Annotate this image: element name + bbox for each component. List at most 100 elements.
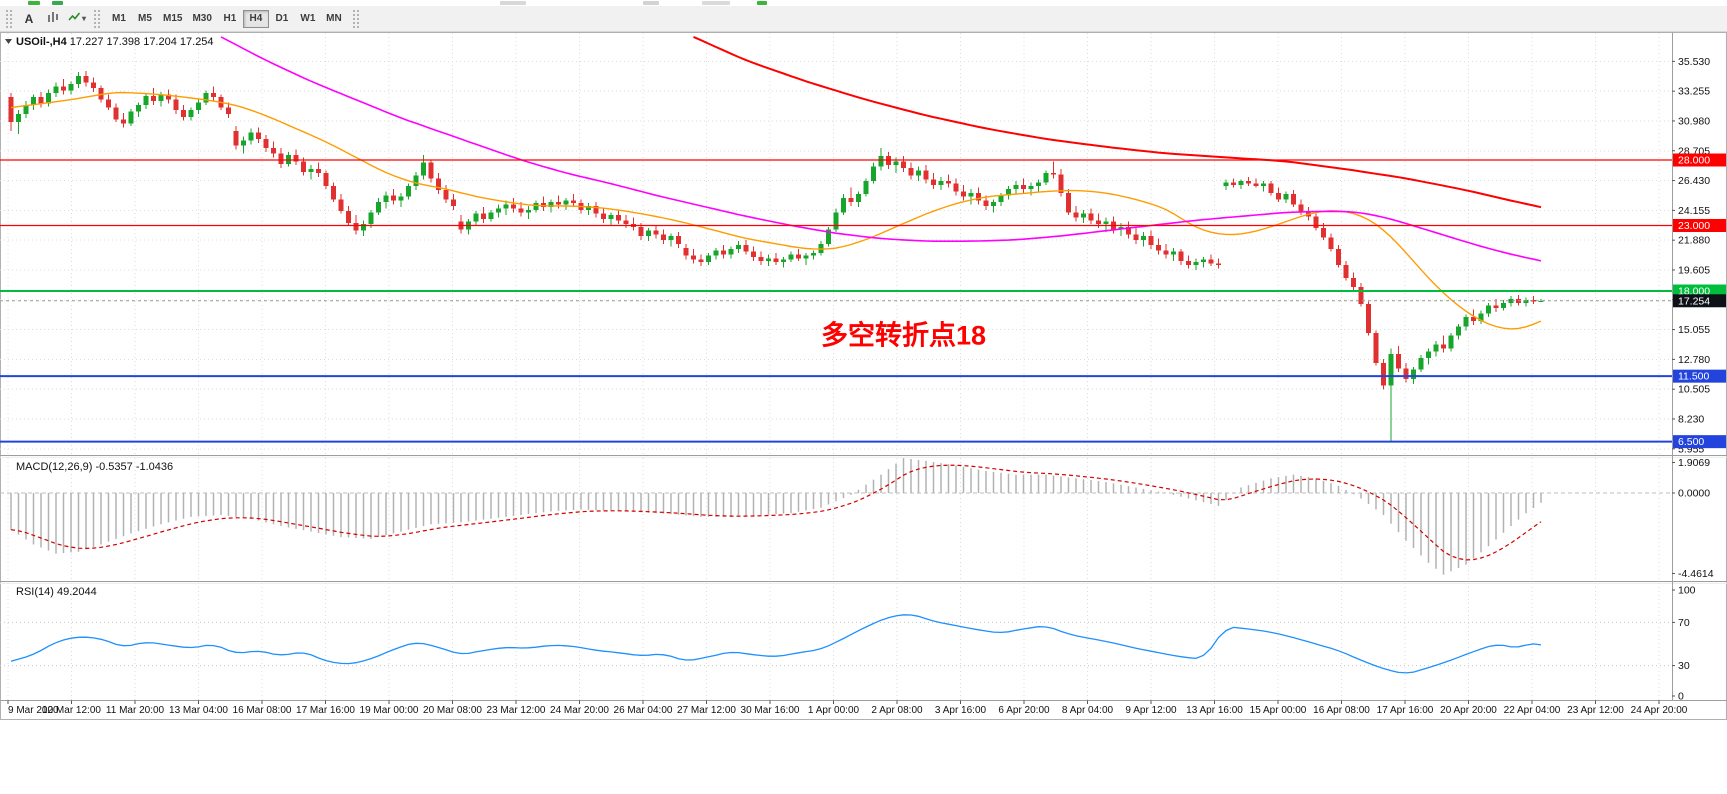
timeframe-h1-button[interactable]: H1 xyxy=(217,10,243,28)
svg-text:19.605: 19.605 xyxy=(1678,264,1710,276)
macd-signal-line xyxy=(10,464,1542,561)
svg-text:20 Mar 08:00: 20 Mar 08:00 xyxy=(423,705,482,716)
svg-text:100: 100 xyxy=(1678,585,1696,597)
svg-text:19 Mar 00:00: 19 Mar 00:00 xyxy=(360,705,419,716)
timeframe-m5-button[interactable]: M5 xyxy=(132,10,158,28)
svg-text:12.780: 12.780 xyxy=(1678,354,1710,366)
svg-text:27 Mar 12:00: 27 Mar 12:00 xyxy=(677,705,736,716)
svg-text:23.000: 23.000 xyxy=(1678,220,1710,232)
svg-text:30.980: 30.980 xyxy=(1678,115,1710,127)
timeframe-mn-button[interactable]: MN xyxy=(321,10,347,28)
svg-text:17 Apr 16:00: 17 Apr 16:00 xyxy=(1377,705,1434,716)
rsi-line xyxy=(10,614,1542,674)
price-tag-17.254: 17.254 xyxy=(1673,294,1726,308)
price-tag-11.500: 11.500 xyxy=(1673,369,1726,383)
dropdown-caret-icon: ▾ xyxy=(81,13,86,23)
svg-text:22 Apr 04:00: 22 Apr 04:00 xyxy=(1504,705,1561,716)
svg-text:11 Mar 20:00: 11 Mar 20:00 xyxy=(106,705,165,716)
svg-text:6 Apr 20:00: 6 Apr 20:00 xyxy=(998,705,1050,716)
toolbar-fragment xyxy=(702,1,730,5)
svg-text:24 Mar 20:00: 24 Mar 20:00 xyxy=(550,705,609,716)
svg-text:21.880: 21.880 xyxy=(1678,235,1710,247)
timeframe-w1-button[interactable]: W1 xyxy=(295,10,321,28)
chart-surface[interactable] xyxy=(0,32,1727,794)
price-axis[interactable]: 35.53033.25530.98028.70526.43024.15521.8… xyxy=(1672,56,1710,455)
annotation-text[interactable]: 多空转折点18 xyxy=(821,320,986,351)
svg-text:1 Apr 00:00: 1 Apr 00:00 xyxy=(808,705,860,716)
toolbar-fragment xyxy=(52,1,63,5)
timeframe-m30-button[interactable]: M30 xyxy=(187,10,216,28)
toolbar-fragment xyxy=(500,1,526,5)
svg-text:11.500: 11.500 xyxy=(1678,371,1709,383)
macd-axis[interactable]: 1.9069 0.0000 -4.4614 xyxy=(1672,457,1714,580)
svg-text:13 Mar 04:00: 13 Mar 04:00 xyxy=(169,705,228,716)
svg-text:0.0000: 0.0000 xyxy=(1678,488,1710,500)
bar-chart-icon xyxy=(47,11,59,26)
svg-text:9 Mar 2020: 9 Mar 2020 xyxy=(8,705,59,716)
svg-text:33.255: 33.255 xyxy=(1678,86,1710,98)
svg-text:30 Mar 16:00: 30 Mar 16:00 xyxy=(741,705,800,716)
svg-text:3 Apr 16:00: 3 Apr 16:00 xyxy=(935,705,987,716)
ma-slow-line xyxy=(693,35,1542,209)
toolbar: A ▾ M1 M5 M15 M30 H1 H4 D1 W1 MN xyxy=(0,6,1727,32)
text-annotation-button[interactable]: A xyxy=(18,9,40,29)
svg-text:0: 0 xyxy=(1678,691,1684,703)
svg-text:16 Mar 08:00: 16 Mar 08:00 xyxy=(233,705,292,716)
svg-text:2 Apr 08:00: 2 Apr 08:00 xyxy=(871,705,923,716)
svg-text:8.230: 8.230 xyxy=(1678,413,1704,425)
chart-title: USOil-,H4 17.227 17.398 17.204 17.254 xyxy=(16,36,214,48)
chart-type-button[interactable] xyxy=(42,9,64,29)
timeframe-m15-button[interactable]: M15 xyxy=(158,10,187,28)
toolbar-fragment xyxy=(28,1,40,5)
svg-text:35.530: 35.530 xyxy=(1678,56,1710,68)
svg-text:70: 70 xyxy=(1678,617,1690,629)
svg-text:24.155: 24.155 xyxy=(1678,205,1710,217)
chart-canvas[interactable]: 35.53033.25530.98028.70526.43024.15521.8… xyxy=(0,32,1727,794)
toolbar-grip[interactable] xyxy=(352,9,359,28)
cropped-upper-toolbar xyxy=(0,0,1727,6)
timeframe-group: M1 M5 M15 M30 H1 H4 D1 W1 MN xyxy=(106,9,347,28)
svg-text:28.000: 28.000 xyxy=(1678,155,1710,167)
price-tag-23.000: 23.000 xyxy=(1673,219,1726,232)
svg-text:8 Apr 04:00: 8 Apr 04:00 xyxy=(1062,705,1114,716)
svg-text:30: 30 xyxy=(1678,660,1690,672)
timeframe-h4-button[interactable]: H4 xyxy=(242,9,269,28)
indicators-dropdown-button[interactable]: ▾ xyxy=(66,9,88,29)
svg-text:23 Mar 12:00: 23 Mar 12:00 xyxy=(487,705,546,716)
toolbar-grip[interactable] xyxy=(6,9,12,28)
rsi-pane xyxy=(0,614,1672,674)
svg-text:15.055: 15.055 xyxy=(1678,324,1710,336)
macd-pane xyxy=(0,458,1672,575)
price-tag-6.500: 6.500 xyxy=(1673,435,1726,449)
svg-text:13 Apr 16:00: 13 Apr 16:00 xyxy=(1186,705,1243,716)
svg-text:15 Apr 00:00: 15 Apr 00:00 xyxy=(1250,705,1307,716)
svg-text:10 Mar 12:00: 10 Mar 12:00 xyxy=(42,705,101,716)
chart-menu-icon[interactable] xyxy=(5,39,12,44)
rsi-axis[interactable]: 100 70 30 0 xyxy=(1672,585,1696,703)
svg-text:1.9069: 1.9069 xyxy=(1678,457,1710,469)
toolbar-grip[interactable] xyxy=(94,9,100,28)
svg-text:17.254: 17.254 xyxy=(1678,295,1710,307)
svg-text:23 Apr 12:00: 23 Apr 12:00 xyxy=(1567,705,1624,716)
svg-text:16 Apr 08:00: 16 Apr 08:00 xyxy=(1313,705,1370,716)
svg-text:26 Mar 04:00: 26 Mar 04:00 xyxy=(614,705,673,716)
macd-label: MACD(12,26,9) -0.5357 -1.0436 xyxy=(16,461,173,473)
svg-text:9 Apr 12:00: 9 Apr 12:00 xyxy=(1125,705,1177,716)
rsi-label: RSI(14) 49.2044 xyxy=(16,586,97,598)
candles-layer xyxy=(8,70,1544,442)
toolbar-fragment xyxy=(643,1,659,5)
ma-fast-line xyxy=(10,91,1542,330)
svg-text:6.500: 6.500 xyxy=(1678,436,1704,448)
svg-text:17 Mar 16:00: 17 Mar 16:00 xyxy=(296,705,355,716)
toolbar-fragment xyxy=(757,1,767,5)
price-tag-28.000: 28.000 xyxy=(1673,153,1726,167)
ma-medium-line xyxy=(220,36,1542,262)
svg-text:26.430: 26.430 xyxy=(1678,175,1710,187)
svg-text:20 Apr 20:00: 20 Apr 20:00 xyxy=(1440,705,1497,716)
svg-text:-4.4614: -4.4614 xyxy=(1678,568,1714,580)
svg-text:24 Apr 20:00: 24 Apr 20:00 xyxy=(1631,705,1688,716)
timeframe-m1-button[interactable]: M1 xyxy=(106,10,132,28)
indicator-icon xyxy=(68,11,81,26)
timeframe-d1-button[interactable]: D1 xyxy=(269,10,295,28)
